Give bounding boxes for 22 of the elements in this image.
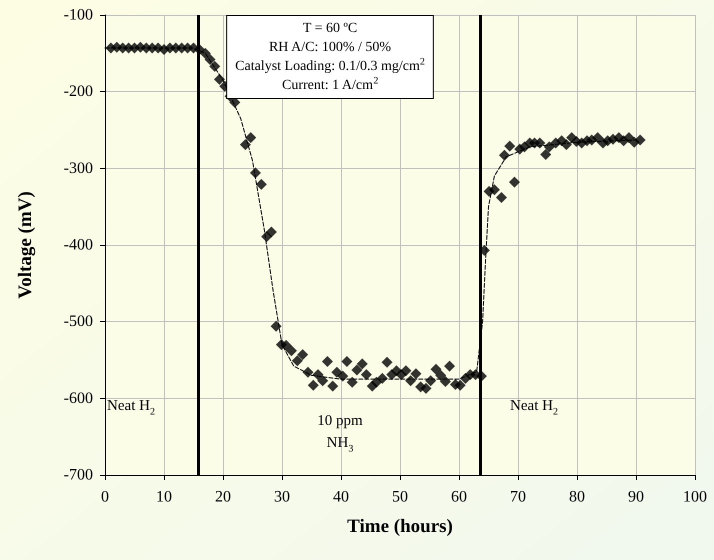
y-tick-label: -200 [64, 83, 93, 100]
x-tick-label: 30 [274, 488, 290, 506]
y-tick-label: -600 [64, 390, 93, 407]
x-tick-label: 90 [628, 488, 644, 506]
y-tick-label: -700 [64, 466, 93, 484]
x-axis-title: Time (hours) [347, 516, 453, 537]
x-tick-label: 0 [101, 488, 109, 506]
x-tick-label: 100 [683, 488, 707, 506]
x-tick-label: 70 [510, 488, 526, 506]
x-tick-label: 40 [333, 488, 349, 506]
y-tick-label: -300 [64, 160, 93, 177]
x-tick-label: 50 [392, 488, 408, 506]
x-tick-label: 10 [156, 488, 172, 506]
y-tick-label: -500 [64, 313, 93, 330]
y-axis-title: Voltage (mV) [15, 191, 36, 299]
annotation: T = 60 ºC [302, 21, 358, 36]
x-tick-label: 80 [569, 488, 585, 506]
annotation: RH A/C: 100% / 50% [268, 40, 392, 55]
y-tick-label: -100 [64, 6, 93, 24]
x-tick-label: 60 [451, 488, 467, 506]
x-tick-label: 20 [215, 488, 231, 506]
y-tick-label: -400 [64, 236, 93, 254]
